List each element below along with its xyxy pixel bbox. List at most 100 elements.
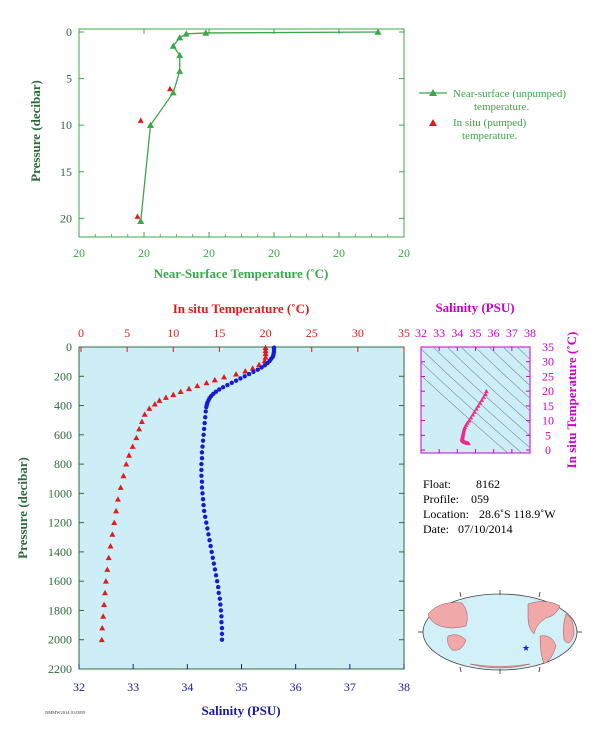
temperature-point bbox=[138, 418, 145, 425]
salinity-point bbox=[208, 543, 213, 549]
salinity-point bbox=[204, 520, 209, 525]
temperature-point bbox=[109, 531, 116, 537]
ts-point bbox=[483, 391, 488, 396]
ts-x-axis-label: Salinity (PSU) bbox=[435, 300, 514, 315]
float-value: 8162 bbox=[476, 477, 500, 491]
salinity-point bbox=[225, 382, 230, 388]
temperature-point bbox=[101, 589, 108, 596]
near-surface-point bbox=[182, 30, 190, 37]
salinity-point bbox=[199, 473, 204, 478]
world-map: ★ bbox=[418, 590, 582, 674]
in-situ-point bbox=[167, 85, 173, 92]
top-x-tick-label: 20 bbox=[333, 246, 345, 260]
map-land bbox=[427, 601, 575, 669]
temperature-point bbox=[104, 566, 111, 572]
top-chart-frame bbox=[78, 28, 405, 238]
near-surface-point bbox=[176, 67, 184, 74]
density-contour bbox=[421, 361, 523, 453]
ts-y-tick-label: 5 bbox=[545, 428, 551, 442]
temperature-point bbox=[102, 578, 109, 584]
temperature-point bbox=[262, 344, 269, 351]
temperature-x-tick-label: 5 bbox=[124, 326, 130, 340]
salinity-point bbox=[201, 432, 206, 438]
near-surface-point bbox=[176, 34, 184, 41]
ts-point bbox=[468, 415, 474, 420]
profile-y-tick-label: 2000 bbox=[48, 633, 72, 647]
density-contour bbox=[516, 347, 530, 360]
salinity-x-tick-label: 36 bbox=[290, 680, 302, 694]
bottom-salinity-axis-label: Salinity (PSU) bbox=[201, 703, 280, 718]
profile-y-tick-label: 800 bbox=[54, 457, 72, 471]
in-situ-point bbox=[134, 213, 141, 219]
temperature-point bbox=[185, 385, 192, 392]
top-chart-ticks: 0 5 10 15 20 20 20 20 20 20 20 bbox=[60, 25, 410, 260]
land-antarctica bbox=[469, 663, 531, 669]
density-contour bbox=[421, 348, 530, 449]
temperature-point bbox=[151, 401, 158, 407]
salinity-point bbox=[219, 614, 224, 619]
profile-chart-series bbox=[98, 344, 277, 643]
ts-point bbox=[479, 397, 485, 402]
temperature-point bbox=[211, 376, 218, 383]
top-x-tick-label: 20 bbox=[203, 246, 215, 260]
legend-marker-near-surface bbox=[429, 89, 437, 96]
top-legend: Near-surface (unpumped) temperature. In … bbox=[419, 88, 566, 142]
density-contour bbox=[460, 347, 530, 412]
near-surface-point bbox=[176, 51, 184, 59]
float-position-marker: ★ bbox=[522, 643, 530, 653]
salinity-point bbox=[251, 369, 256, 375]
top-x-axis-label: Near-Surface Temperature (˚C) bbox=[154, 266, 329, 281]
near-surface-point bbox=[169, 42, 177, 49]
profile-y-tick-label: 2200 bbox=[48, 662, 72, 676]
density-contour bbox=[502, 347, 530, 373]
top-y-tick-label: 0 bbox=[66, 25, 72, 39]
temperature-point bbox=[233, 371, 240, 377]
ts-point bbox=[474, 406, 479, 411]
ts-x-tick-label: 32 bbox=[415, 326, 427, 340]
ts-y-tick-label: 20 bbox=[542, 384, 554, 398]
salinity-point bbox=[219, 637, 225, 642]
footer-code: NMMW2014 01/0059 bbox=[45, 710, 86, 715]
near-surface-point bbox=[202, 29, 210, 36]
salinity-point bbox=[220, 385, 226, 390]
near-surface-line bbox=[140, 31, 379, 222]
salinity-x-tick-label: 35 bbox=[236, 680, 248, 694]
temperature-point bbox=[98, 636, 105, 643]
salinity-point bbox=[211, 561, 217, 566]
top-temperature-axis-label: In situ Temperature (˚C) bbox=[173, 301, 310, 316]
salinity-point bbox=[207, 538, 212, 543]
salinity-point bbox=[210, 555, 215, 560]
temperature-point bbox=[242, 368, 249, 374]
salinity-point bbox=[217, 387, 222, 392]
density-contour bbox=[488, 347, 530, 386]
ts-point bbox=[461, 428, 467, 433]
legend-label-in-situ: In situ (pumped) bbox=[453, 117, 527, 129]
top-y-tick-label: 5 bbox=[66, 72, 72, 86]
ts-y-tick-label: 15 bbox=[542, 399, 554, 413]
density-contour bbox=[474, 347, 530, 399]
near-surface-point bbox=[169, 89, 177, 96]
temperature-point bbox=[262, 354, 269, 360]
profile-y-tick-label: 0 bbox=[66, 340, 72, 354]
top-chart-series bbox=[134, 28, 382, 224]
salinity-point bbox=[216, 590, 221, 596]
temperature-point bbox=[123, 461, 130, 467]
salinity-point bbox=[219, 631, 225, 637]
ts-point bbox=[466, 418, 472, 423]
salinity-point bbox=[203, 415, 208, 420]
temperature-point bbox=[249, 365, 256, 371]
temperature-x-tick-label: 10 bbox=[167, 326, 179, 340]
salinity-point bbox=[201, 502, 206, 508]
near-surface-point bbox=[147, 121, 154, 128]
temperature-x-tick-label: 30 bbox=[352, 326, 364, 340]
salinity-point bbox=[217, 596, 223, 601]
temperature-point bbox=[262, 350, 269, 356]
temperature-point bbox=[133, 434, 140, 441]
salinity-point bbox=[246, 371, 252, 377]
top-chart: 0 5 10 15 20 20 20 20 20 20 20 Near-Surface Temper… bbox=[28, 25, 566, 281]
temperature-point bbox=[101, 601, 108, 607]
profile-y-tick-label: 1600 bbox=[48, 574, 72, 588]
salinity-x-tick-label: 33 bbox=[127, 680, 139, 694]
salinity-point bbox=[199, 479, 205, 484]
